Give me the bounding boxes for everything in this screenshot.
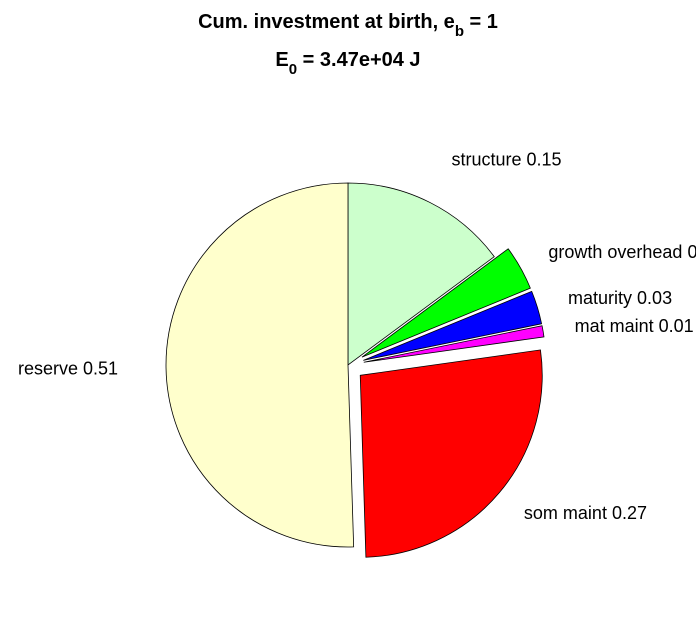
pie-slice-som-maint [359,349,543,558]
chart-title: Cum. investment at birth, eb = 1 E0 = 3.… [198,11,498,78]
pie-slice-structure [347,182,495,366]
pie-slice-mat-maint [363,325,545,363]
pie-slices [165,182,545,558]
slice-label-mat-maint: mat maint 0.01 [575,316,694,336]
title-line-1: Cum. investment at birth, eb = 1 [198,11,498,40]
title-line-2: E0 = 3.47e+04 J [275,49,420,78]
slice-label-maturity: maturity 0.03 [568,288,672,308]
slice-label-growth-overhead: growth overhead 0.04 [548,242,696,262]
pie-slice-growth-overhead [361,248,531,358]
pie-slice-maturity [363,290,543,361]
slice-label-reserve: reserve 0.51 [18,359,118,379]
pie-slice-reserve [165,182,355,548]
slice-label-structure: structure 0.15 [451,150,561,170]
slice-labels: structure 0.15 growth overhead 0.04 maturi… [18,150,696,524]
slice-label-som-maint: som maint 0.27 [524,503,647,523]
